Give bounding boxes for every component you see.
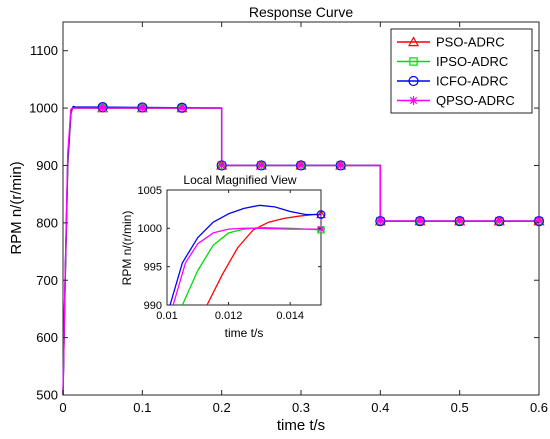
inset-y-tick-label: 995	[144, 262, 162, 274]
main-x-axis-label: time t/s	[277, 417, 325, 434]
legend-marker-qpso-adrc	[409, 96, 418, 105]
legend-marker-ipso-adrc	[409, 57, 418, 66]
main-x-tick-label: 0.6	[530, 400, 548, 415]
main-y-tick-label: 900	[36, 158, 58, 173]
data-point-icfo-adrc	[316, 210, 326, 219]
inset-y-tick-label: 990	[144, 300, 162, 312]
data-point-qpso-adrc	[317, 225, 325, 233]
inset-x-tick-label: 0.01	[156, 310, 177, 322]
legend-marker-pso-adrc	[407, 36, 420, 47]
inset-x-tick-label: 0.014	[276, 310, 304, 322]
main-y-axis-ticks: 500 600 700 800 900 1000 1100	[29, 43, 539, 403]
data-point-qpso-adrc	[375, 216, 385, 226]
inset-plot-area	[166, 189, 322, 306]
inset-x-axis-label: time t/s	[225, 326, 264, 340]
series-line-inset-icfo-adrc	[169, 204, 321, 306]
data-point-qpso-adrc	[455, 216, 465, 226]
main-x-axis-ticks: 0 0.1 0.2 0.3 0.4 0.5 0.6	[59, 22, 548, 415]
data-point-qpso-adrc	[336, 160, 346, 170]
series-line-inset-qpso-adrc	[172, 227, 321, 306]
legend-label-icfo-adrc: ICFO-ADRC	[436, 74, 508, 89]
legend-item-pso-adrc: PSO-ADRC	[397, 35, 505, 50]
inset-y-tick-label: 1000	[138, 223, 162, 235]
inset-y-tick-label: 1005	[138, 185, 162, 197]
main-y-tick-label: 800	[36, 215, 58, 230]
data-point-qpso-adrc	[296, 160, 306, 170]
main-x-tick-label: 0.5	[451, 400, 469, 415]
main-x-tick-label: 0.4	[371, 400, 389, 415]
inset-x-axis-ticks: 0.01 0.012 0.014	[156, 190, 304, 322]
data-point-qpso-adrc	[494, 216, 504, 226]
data-point-qpso-adrc	[137, 103, 147, 113]
main-x-tick-label: 0.2	[213, 400, 231, 415]
main-x-tick-label: 0	[59, 400, 66, 415]
data-point-qpso-adrc	[534, 216, 544, 226]
inset-x-tick-label: 0.012	[215, 310, 243, 322]
main-x-tick-label: 0.1	[133, 400, 151, 415]
main-y-axis-label: RPM n/(r/min)	[8, 161, 25, 254]
inset-y-axis-label: RPM n/(r/min)	[120, 211, 134, 286]
main-markers-group	[97, 102, 545, 227]
main-y-tick-label: 700	[36, 273, 58, 288]
legend-marker-icfo-adrc	[408, 75, 419, 87]
data-point-qpso-adrc	[256, 160, 266, 170]
inset-chart-title: Local Magnified View	[183, 173, 297, 187]
legend-label-ipso-adrc: IPSO-ADRC	[436, 54, 508, 69]
legend-label-pso-adrc: PSO-ADRC	[436, 35, 505, 50]
main-x-tick-label: 0.3	[292, 400, 310, 415]
main-y-tick-label: 1100	[30, 43, 58, 58]
data-point-qpso-adrc	[177, 103, 187, 113]
legend-item-icfo-adrc: ICFO-ADRC	[397, 74, 508, 89]
chart-legend: PSO-ADRC IPSO-ADRC ICFO-ADRC QPSO-ADRC	[390, 28, 533, 114]
series-line-inset-ipso-adrc	[181, 226, 322, 306]
main-y-tick-label: 1000	[29, 101, 58, 116]
inset-markers-group	[316, 209, 326, 234]
inset-chart: Local Magnified View 0.01 0.012 0.014 9909…	[120, 173, 326, 340]
legend-label-qpso-adrc: QPSO-ADRC	[436, 93, 515, 108]
legend-items: PSO-ADRC IPSO-ADRC ICFO-ADRC QPSO-ADRC	[397, 35, 515, 108]
data-point-pso-adrc	[316, 209, 326, 219]
legend-item-qpso-adrc: QPSO-ADRC	[397, 93, 515, 108]
data-point-qpso-adrc	[415, 216, 425, 226]
legend-item-ipso-adrc: IPSO-ADRC	[397, 54, 508, 69]
data-point-qpso-adrc	[98, 103, 108, 113]
inset-series-group	[169, 204, 322, 306]
inset-y-axis-ticks: 990 995 1000 1005	[138, 185, 321, 312]
data-point-qpso-adrc	[217, 160, 227, 170]
main-y-tick-label: 500	[36, 388, 58, 403]
main-chart-title: Response Curve	[249, 4, 353, 20]
main-y-tick-label: 600	[36, 330, 58, 345]
